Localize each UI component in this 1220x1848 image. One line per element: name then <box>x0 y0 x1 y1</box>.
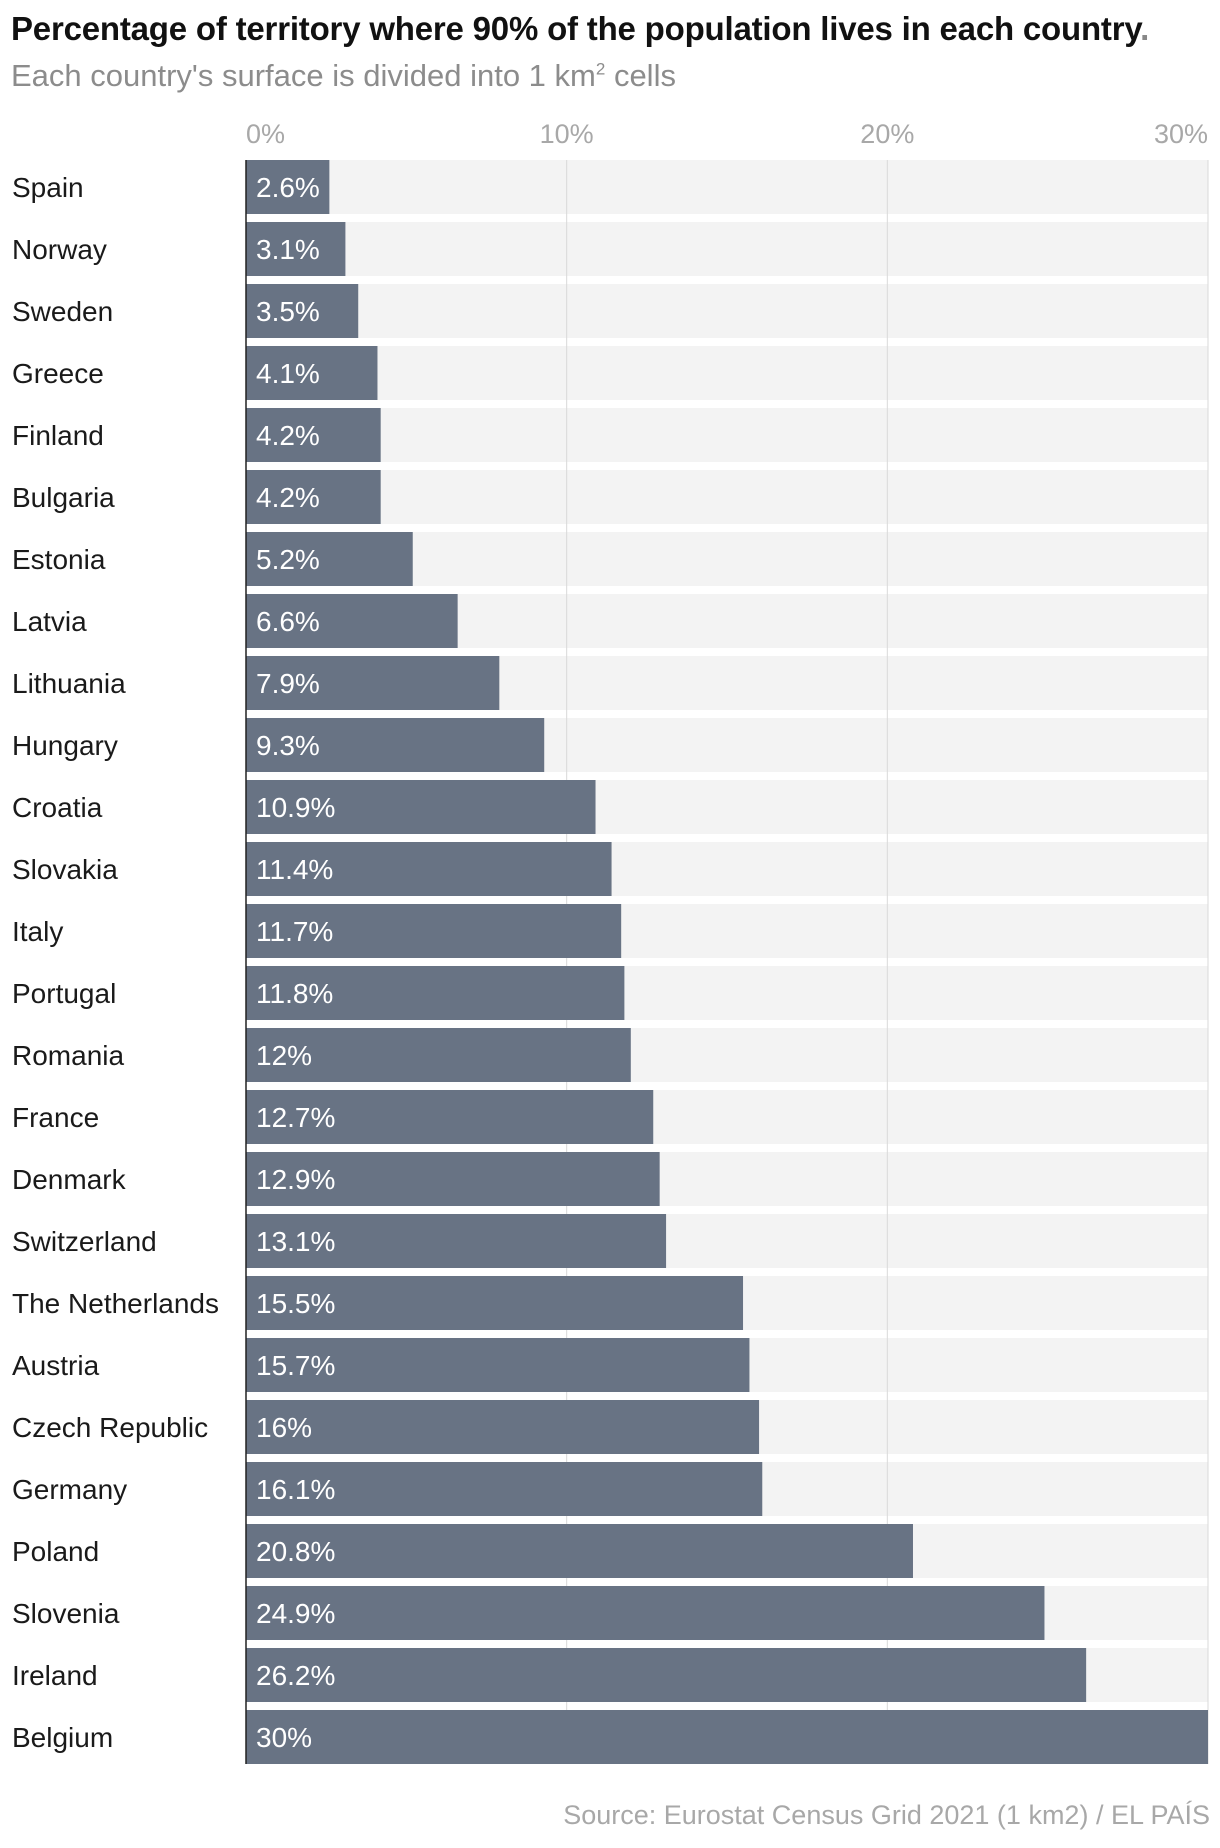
bar <box>246 1586 1045 1640</box>
category-label: Norway <box>12 234 107 265</box>
bar-value-label: 9.3% <box>256 730 320 761</box>
bar-value-label: 4.2% <box>256 420 320 451</box>
category-label: Bulgaria <box>12 482 115 513</box>
category-label: Switzerland <box>12 1226 157 1257</box>
chart-subtitle: Each country's surface is divided into 1… <box>11 58 676 94</box>
category-label: Poland <box>12 1536 99 1567</box>
chart-subtitle-end: cells <box>605 58 676 93</box>
bar-value-label: 4.2% <box>256 482 320 513</box>
bar <box>246 1214 667 1268</box>
bar-value-label: 2.6% <box>256 172 320 203</box>
bar-track <box>246 160 1208 214</box>
category-label: Slovenia <box>12 1598 120 1629</box>
bar-track <box>246 284 1208 338</box>
bar <box>246 470 381 524</box>
category-label: Sweden <box>12 296 113 327</box>
bar <box>246 408 381 462</box>
category-label: Spain <box>12 172 84 203</box>
bar <box>246 656 500 710</box>
bar-value-label: 12.7% <box>256 1102 335 1133</box>
bar <box>246 1710 1208 1764</box>
category-label: Lithuania <box>12 668 126 699</box>
bar-value-label: 20.8% <box>256 1536 335 1567</box>
bar <box>246 1276 744 1330</box>
bar-value-label: 7.9% <box>256 668 320 699</box>
bar-value-label: 11.7% <box>256 916 333 947</box>
category-label: Austria <box>12 1350 100 1381</box>
category-label: France <box>12 1102 99 1133</box>
category-label: Ireland <box>12 1660 98 1691</box>
bar <box>246 532 413 586</box>
bar <box>246 594 458 648</box>
category-label: Slovakia <box>12 854 118 885</box>
bar <box>246 346 378 400</box>
category-label: Finland <box>12 420 104 451</box>
bar-value-label: 13.1% <box>256 1226 335 1257</box>
bar <box>246 160 330 214</box>
bar-value-label: 12.9% <box>256 1164 335 1195</box>
category-label: Italy <box>12 916 63 947</box>
bar-value-label: 5.2% <box>256 544 320 575</box>
bar-value-label: 15.5% <box>256 1288 335 1319</box>
bar-value-label: 16.1% <box>256 1474 335 1505</box>
category-label: Romania <box>12 1040 124 1071</box>
bar-track <box>246 222 1208 276</box>
chart-subtitle-text: Each country's surface is divided into 1… <box>11 58 596 93</box>
bar-value-label: 26.2% <box>256 1660 335 1691</box>
bar <box>246 222 346 276</box>
bar <box>246 780 596 834</box>
chart-subtitle-superscript: 2 <box>595 59 606 79</box>
bar <box>246 284 359 338</box>
bar <box>246 1462 763 1516</box>
x-tick-label: 20% <box>860 119 914 149</box>
x-tick-label: 0% <box>246 119 285 149</box>
bar <box>246 842 612 896</box>
category-label: Croatia <box>12 792 103 823</box>
bar <box>246 904 622 958</box>
category-label: Czech Republic <box>12 1412 208 1443</box>
bar-value-label: 3.5% <box>256 296 320 327</box>
category-label: Belgium <box>12 1722 113 1753</box>
category-label: Estonia <box>12 544 106 575</box>
category-label: Hungary <box>12 730 118 761</box>
bar <box>246 1028 631 1082</box>
bar <box>246 718 545 772</box>
x-tick-label: 30% <box>1154 119 1208 149</box>
bar <box>246 1152 660 1206</box>
bar <box>246 966 625 1020</box>
bar-value-label: 24.9% <box>256 1598 335 1629</box>
category-label: Greece <box>12 358 104 389</box>
bar-value-label: 3.1% <box>256 234 320 265</box>
category-label: Latvia <box>12 606 87 637</box>
bar-value-label: 11.4% <box>256 854 333 885</box>
bar-value-label: 15.7% <box>256 1350 335 1381</box>
chart-title: Percentage of territory where 90% of the… <box>11 10 1149 48</box>
bar-value-label: 16% <box>256 1412 312 1443</box>
bar-value-label: 11.8% <box>256 978 333 1009</box>
bar-track <box>246 408 1208 462</box>
category-label: Denmark <box>12 1164 127 1195</box>
bar-value-label: 4.1% <box>256 358 320 389</box>
category-label: Portugal <box>12 978 116 1009</box>
bar <box>246 1648 1087 1702</box>
chart-title-period: . <box>1140 10 1150 47</box>
chart-title-text: Percentage of territory where 90% of the… <box>11 10 1141 47</box>
bar-value-label: 10.9% <box>256 792 335 823</box>
source-note: Source: Eurostat Census Grid 2021 (1 km2… <box>563 1800 1210 1830</box>
bar-track <box>246 346 1208 400</box>
bar-value-label: 6.6% <box>256 606 320 637</box>
x-tick-label: 10% <box>540 119 594 149</box>
bar <box>246 1338 750 1392</box>
bar-value-label: 12% <box>256 1040 312 1071</box>
bar <box>246 1524 913 1578</box>
bar-value-label: 30% <box>256 1722 312 1753</box>
category-label: The Netherlands <box>12 1288 219 1319</box>
bar <box>246 1400 760 1454</box>
bar-track <box>246 470 1208 524</box>
category-label: Germany <box>12 1474 127 1505</box>
bar <box>246 1090 654 1144</box>
